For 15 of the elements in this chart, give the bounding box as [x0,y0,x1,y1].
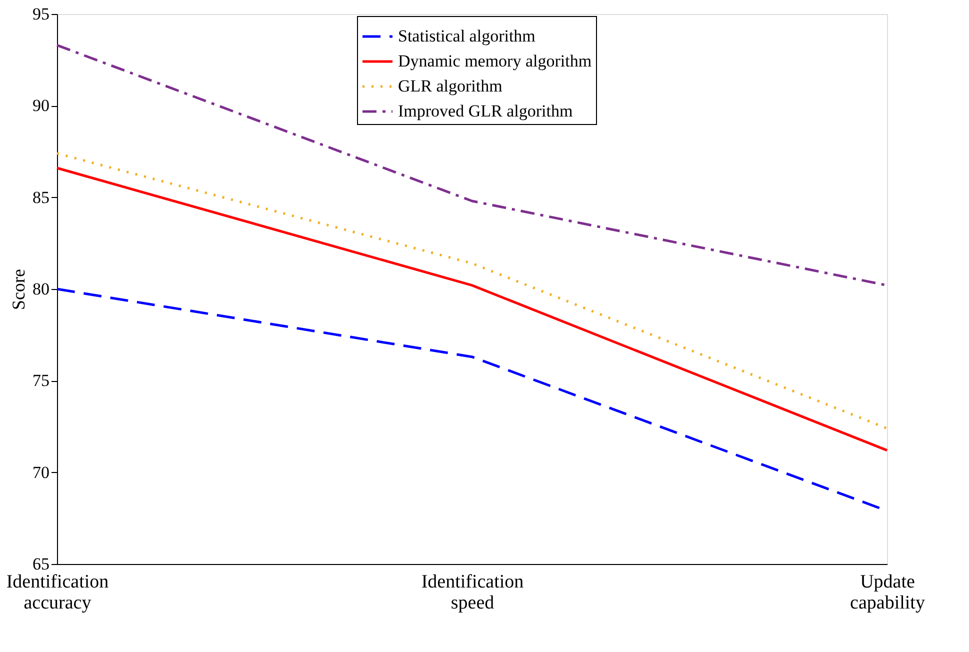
y-tick-label: 65 [32,554,50,574]
y-axis-title: Score [8,269,28,310]
x-tick-label: Update capability [850,572,926,614]
x-tick-label: Identification speed [421,572,524,614]
y-tick-label: 70 [32,462,50,482]
y-tick-label: 85 [32,188,50,207]
x-tick-label: Identification accuracy [6,572,110,614]
legend-label: GLR algorithm [398,76,502,96]
y-tick-label: 95 [32,4,50,24]
y-tick-label: 90 [32,96,50,116]
legend-label: Dynamic memory algorithm [398,52,592,70]
legend-label: Statistical algorithm [398,26,536,46]
y-tick-label: 80 [32,280,50,298]
legend-label: Improved GLR algorithm [398,102,573,120]
y-tick-label: 75 [32,371,50,390]
